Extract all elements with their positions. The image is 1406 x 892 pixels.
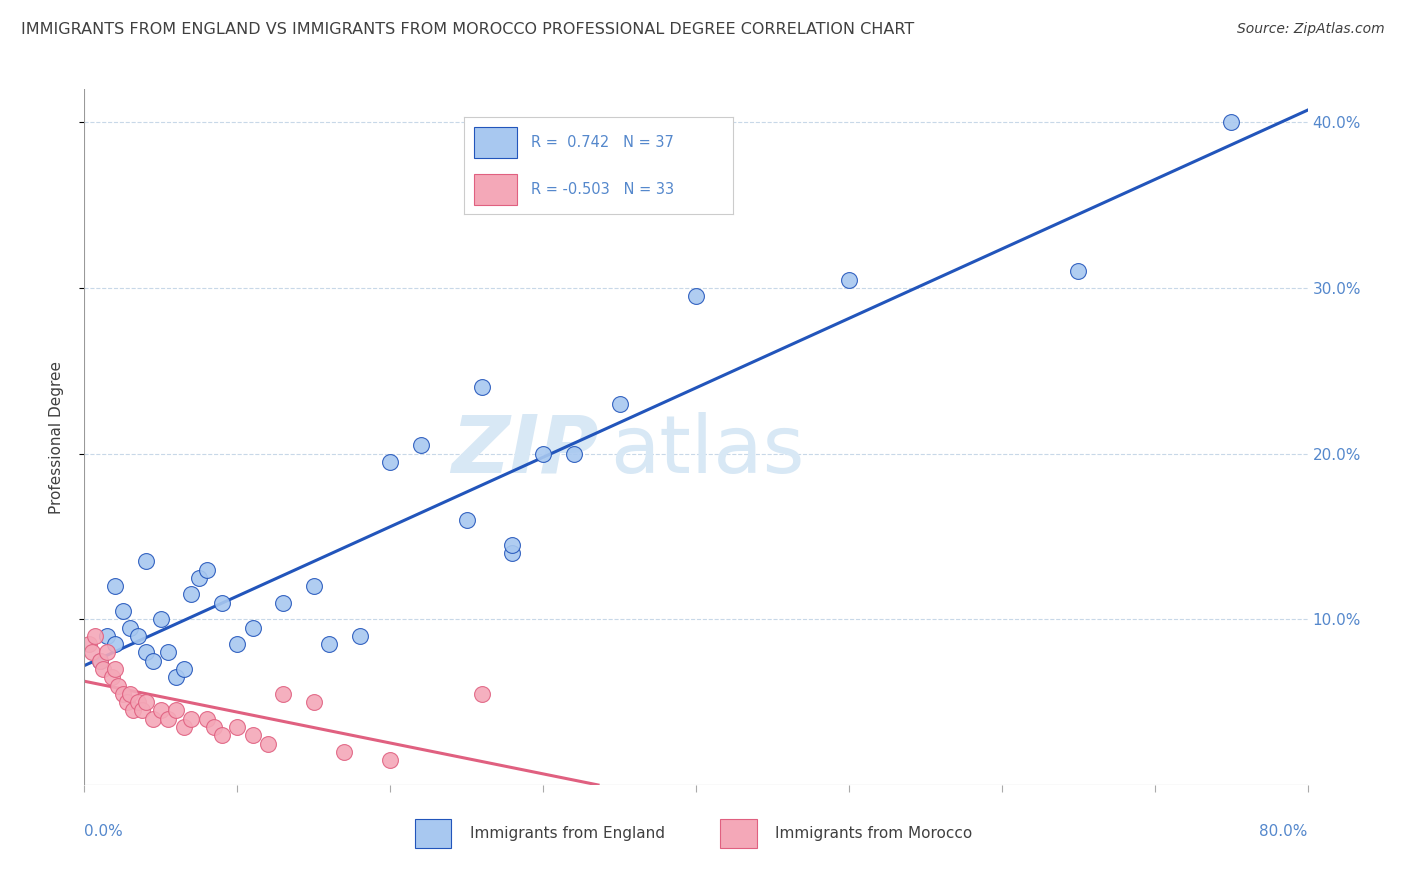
Point [135,645,157,659]
Point [104,662,127,676]
Point [80,645,103,659]
Point [211,596,233,610]
Point [104,637,127,651]
Point [142,712,165,726]
Point [226,720,249,734]
Point [165,670,187,684]
Point [157,645,180,659]
Point [195,712,218,726]
Point [685,289,707,303]
Text: 0.0%: 0.0% [84,824,124,838]
Point [349,629,371,643]
Point [302,695,325,709]
Point [380,753,402,767]
Point [211,728,233,742]
Point [226,637,249,651]
Point [149,703,172,717]
Point [135,695,157,709]
Point [242,728,264,742]
Point [89,654,111,668]
Point [115,695,138,709]
Point [409,438,432,452]
Point [180,712,202,726]
Point [242,621,264,635]
Point [609,397,631,411]
Point [562,447,585,461]
Point [173,662,195,676]
Point [1067,264,1090,278]
Point [180,587,202,601]
Point [111,604,134,618]
Point [271,596,294,610]
Point [173,720,195,734]
Point [122,703,145,717]
Point [91,662,114,676]
Point [131,703,153,717]
Point [120,621,142,635]
Text: IMMIGRANTS FROM ENGLAND VS IMMIGRANTS FROM MOROCCO PROFESSIONAL DEGREE CORRELATI: IMMIGRANTS FROM ENGLAND VS IMMIGRANTS FR… [21,22,914,37]
Point [456,513,478,527]
Point [838,273,860,287]
Point [471,380,494,394]
Text: ZIP: ZIP [451,412,598,490]
Point [77,637,100,651]
Point [89,654,111,668]
Point [84,629,107,643]
Text: atlas: atlas [610,412,804,490]
Point [195,563,218,577]
Point [531,447,554,461]
Point [101,670,124,684]
Point [188,571,211,585]
Point [111,687,134,701]
Point [149,612,172,626]
Point [157,712,180,726]
Point [502,546,524,560]
Point [502,538,524,552]
Point [471,687,494,701]
Point [142,654,165,668]
Point [96,629,118,643]
Text: Source: ZipAtlas.com: Source: ZipAtlas.com [1237,22,1385,37]
Point [257,737,280,751]
Point [107,679,129,693]
Point [1220,115,1243,129]
Point [135,554,157,568]
Point [165,703,187,717]
Point [127,695,149,709]
Point [318,637,340,651]
Point [96,645,118,659]
Point [302,579,325,593]
Point [202,720,225,734]
Point [380,455,402,469]
Point [127,629,149,643]
Point [104,579,127,593]
Point [333,745,356,759]
Y-axis label: Professional Degree: Professional Degree [49,360,63,514]
Text: 80.0%: 80.0% [1260,824,1308,838]
Point [271,687,294,701]
Point [120,687,142,701]
